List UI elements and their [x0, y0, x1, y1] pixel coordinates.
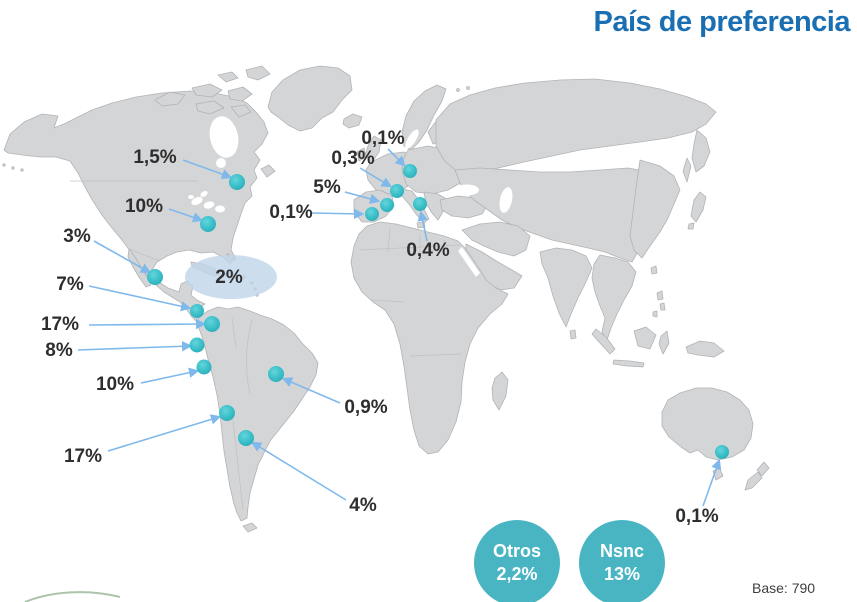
bubble-nsnc-label: Nsnc [599, 540, 644, 561]
dot-panama [190, 304, 204, 318]
bubble-otros: Otros 2,2% [474, 520, 560, 602]
land-greenland [267, 65, 353, 132]
land-iceland [342, 113, 363, 129]
dot-france [390, 184, 404, 198]
land-east-china [629, 159, 681, 259]
percent-label-ecuador: 8% [45, 340, 73, 361]
dot-italy [413, 197, 427, 211]
dot-peru [196, 359, 212, 375]
land-newfoundland [260, 164, 276, 178]
dot-argentina [238, 430, 254, 446]
arrow-brazil [281, 377, 341, 404]
arrow-peru [140, 367, 200, 384]
land-se-asia [591, 254, 637, 341]
inland-seas [188, 116, 523, 277]
dot-mexico [147, 269, 163, 285]
dot-usa [200, 216, 216, 232]
percent-label-argentina: 4% [349, 495, 377, 516]
arrow-canada [182, 159, 233, 180]
arrow-colombia [88, 318, 207, 330]
dot-brazil [268, 366, 284, 382]
caribbean-highlight-ellipse [185, 255, 277, 299]
country-borders [70, 180, 462, 511]
dot-australia [715, 445, 729, 459]
land-kamchatka [691, 129, 711, 173]
arrow-argentina [250, 441, 347, 501]
bubble-nsnc-value: 13% [603, 564, 641, 584]
dot-colombia [204, 316, 220, 332]
land-madagascar [491, 371, 509, 411]
land-balkans [423, 191, 449, 221]
percent-label-peru: 10% [95, 374, 135, 395]
arrow-spain [344, 191, 381, 204]
arrow-australia [702, 458, 722, 507]
percent-label-panama: 7% [56, 274, 84, 295]
land-india [539, 247, 593, 328]
arrow-germany [387, 148, 406, 167]
bubble-nsnc: Nsnc 13% [579, 520, 665, 602]
percent-label-canada: 1,5% [133, 147, 177, 168]
percent-label-colombia: 17% [40, 314, 80, 335]
arrow-panama [88, 285, 192, 312]
land-new-guinea [685, 340, 725, 358]
dot-chile [219, 405, 235, 421]
percent-label-spain: 5% [313, 177, 341, 198]
arrow-mexico [93, 240, 152, 274]
dot-germany [403, 164, 417, 178]
land-iran [461, 221, 531, 257]
dot-ecuador [189, 337, 205, 353]
dot-spain [380, 198, 394, 212]
percent-label-brazil: 0,9% [344, 397, 388, 418]
callout-arrows [77, 148, 722, 507]
percent-label-caribbean: 2% [215, 267, 243, 288]
swoosh-decoration [24, 591, 121, 602]
country-dots [147, 164, 729, 459]
land-australia [661, 387, 754, 461]
land-siberia [435, 78, 717, 175]
percent-label-italy: 0,4% [406, 240, 450, 261]
bubble-otros-label: Otros [492, 540, 541, 561]
base-label: Base: 790 [752, 580, 816, 596]
arrow-chile [107, 414, 222, 452]
land-new-zealand [756, 461, 770, 477]
percent-label-usa: 10% [124, 196, 164, 217]
bubble-otros-value: 2,2% [496, 564, 538, 584]
arrow-portugal [311, 208, 365, 220]
arrow-ecuador [77, 341, 193, 352]
dot-canada [229, 174, 245, 190]
arrow-france [359, 167, 393, 188]
land-africa [350, 221, 509, 455]
land-ireland [356, 147, 367, 162]
dot-portugal [365, 207, 379, 221]
percent-label-mexico: 3% [63, 226, 91, 247]
percent-label-germany: 0,1% [361, 128, 405, 149]
percent-label-australia: 0,1% [675, 506, 719, 527]
land-south-america [196, 306, 319, 522]
percent-label-portugal: 0,1% [269, 202, 313, 223]
land-japan [690, 191, 707, 223]
arrow-italy [417, 210, 428, 242]
arrow-usa [168, 208, 204, 223]
page-title: País de preferencia [593, 6, 851, 38]
percent-label-france: 0,3% [331, 148, 375, 169]
percent-label-chile: 17% [63, 446, 103, 467]
